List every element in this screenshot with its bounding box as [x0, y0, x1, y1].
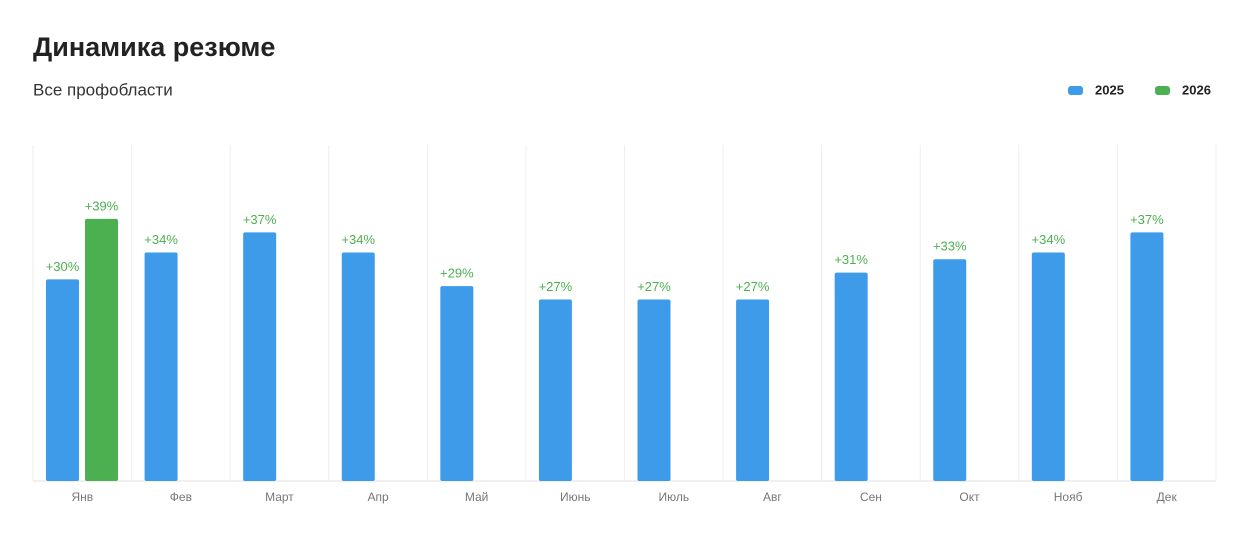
- value-label: +29%: [440, 266, 474, 281]
- legend-label: 2026: [1182, 82, 1211, 97]
- legend-label: 2025: [1095, 82, 1124, 97]
- legend-swatch: [1068, 86, 1083, 95]
- bar: [933, 259, 967, 481]
- value-label: +34%: [144, 232, 178, 247]
- x-tick-label: Сен: [860, 490, 882, 504]
- x-tick-label: Фев: [170, 490, 192, 504]
- x-tick-label: Июль: [658, 490, 689, 504]
- chart-subtitle: Все профобласти: [33, 80, 173, 99]
- x-tick-label: Нояб: [1054, 490, 1083, 504]
- value-label: +37%: [243, 212, 277, 227]
- x-tick-label: Апр: [367, 490, 389, 504]
- bar: [538, 299, 572, 481]
- bar: [834, 272, 868, 481]
- bar: [85, 218, 118, 482]
- value-label: +31%: [834, 252, 868, 267]
- value-label: +30%: [46, 259, 80, 274]
- value-label: +37%: [1130, 212, 1164, 227]
- bar: [1130, 232, 1164, 481]
- value-label: +34%: [341, 232, 375, 247]
- value-label: +27%: [637, 279, 671, 294]
- bar: [144, 252, 178, 481]
- chart-title: Динамика резюме: [33, 32, 275, 62]
- value-label: +33%: [933, 239, 967, 254]
- value-label: +27%: [539, 279, 573, 294]
- x-tick-label: Янв: [71, 490, 93, 504]
- value-label: +34%: [1032, 232, 1066, 247]
- bar: [341, 252, 375, 481]
- bar: [243, 232, 277, 481]
- x-tick-label: Май: [465, 490, 489, 504]
- x-tick-label: Июнь: [560, 490, 591, 504]
- x-tick-label: Авг: [763, 490, 782, 504]
- value-label: +27%: [736, 279, 770, 294]
- x-tick-label: Март: [265, 490, 294, 504]
- x-tick-label: Окт: [959, 490, 980, 504]
- bar: [1031, 252, 1065, 481]
- bar: [46, 279, 79, 481]
- x-tick-label: Дек: [1157, 490, 1178, 504]
- value-label: +39%: [85, 198, 119, 213]
- bar: [440, 286, 474, 481]
- bar: [637, 299, 671, 481]
- bar: [736, 299, 770, 481]
- legend-swatch: [1155, 86, 1170, 95]
